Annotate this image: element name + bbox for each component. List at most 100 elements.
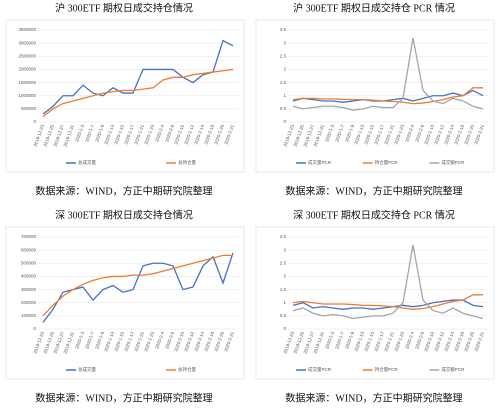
x-tick-label: 2020-1-15 xyxy=(113,331,125,352)
x-tick-label: 2020-1-9 xyxy=(94,331,105,350)
x-tick-label: 2020-2-10 xyxy=(173,124,185,145)
x-tick-label: 2020-2-6 xyxy=(414,331,425,350)
x-tick-label: 2020-2-6 xyxy=(414,124,425,143)
y-tick-label: 2 xyxy=(283,274,286,279)
series-line xyxy=(42,68,234,118)
x-tick-label: 2020-2-18 xyxy=(453,331,465,352)
x-tick-label: 2020-2-12 xyxy=(183,124,195,145)
x-tick-label: 2020-1-13 xyxy=(103,124,115,145)
panel-title: 深 300ETF 期权日成交持仓 PCR 情况 xyxy=(293,208,455,221)
y-tick-label: 3000000 xyxy=(18,40,36,45)
chart-frame xyxy=(255,19,495,173)
legend-label: 总持仓量 xyxy=(178,366,196,373)
source-note: 数据来源：WIND，方正中期研究院整理 xyxy=(35,184,212,197)
series-line xyxy=(42,254,233,317)
x-tick-label: 2020-2-20 xyxy=(463,331,475,352)
x-tick-label: 2020-1-17 xyxy=(373,124,385,145)
x-tick-label: 2020-2-21 xyxy=(473,124,485,145)
x-tick-label: 2020-2-18 xyxy=(453,124,465,145)
y-tick-label: 2.5 xyxy=(280,53,287,58)
legend-label: 成交额PCR xyxy=(441,159,465,166)
x-tick-label: 2020-2-20 xyxy=(463,124,475,145)
y-tick-label: 500000 xyxy=(21,260,37,265)
x-tick-label: 2020-1-23 xyxy=(393,124,405,145)
x-tick-label: 2020-1-21 xyxy=(383,124,395,145)
y-tick-label: 700000 xyxy=(21,234,37,239)
legend-label: 持仓量PCR xyxy=(375,366,399,373)
x-tick-label: 2020-1-17 xyxy=(373,331,385,352)
x-tick-label: 2020-2-21 xyxy=(223,331,235,352)
source-note: 数据来源：WIND，方正中期研究院整理 xyxy=(35,391,212,404)
y-tick-label: 3.5 xyxy=(280,27,287,32)
y-tick-label: 600000 xyxy=(21,247,37,252)
panel-title: 沪 300ETF 期权日成交持仓 PCR 情况 xyxy=(293,1,455,14)
series-line xyxy=(292,89,484,103)
y-tick-label: 0.5 xyxy=(280,106,287,111)
x-tick-label: 2020-1-7 xyxy=(84,331,95,350)
x-tick-label: 2020-2-4 xyxy=(404,124,415,143)
y-tick-label: 1 xyxy=(283,93,286,98)
y-tick-label: 0.5 xyxy=(280,313,287,318)
x-tick-label: 2020-1-9 xyxy=(344,331,355,350)
legend-label: 成交量PCR xyxy=(308,159,332,166)
y-tick-label: 2500000 xyxy=(18,53,36,58)
x-tick-label: 2020-1-15 xyxy=(363,124,375,145)
chart-frame xyxy=(255,226,495,380)
x-tick-label: 2020-1-17 xyxy=(123,124,135,145)
x-tick-label: 2020-2-14 xyxy=(193,124,205,145)
x-tick-label: 2020-2-18 xyxy=(203,124,215,145)
y-tick-label: 3 xyxy=(283,247,286,252)
x-tick-label: 2020-2-4 xyxy=(154,331,165,350)
x-tick-label: 2020-2-20 xyxy=(213,124,225,145)
x-tick-label: 2020-1-17 xyxy=(123,331,135,352)
x-tick-label: 2020-2-21 xyxy=(223,124,235,145)
legend-label: 总成交量 xyxy=(78,366,96,373)
x-tick-label: 2020-1-9 xyxy=(94,124,105,143)
y-tick-label: 400000 xyxy=(21,274,37,279)
x-tick-label: 2020-1-13 xyxy=(103,331,115,352)
x-tick-label: 2020-2-10 xyxy=(423,124,435,145)
y-tick-label: 1 xyxy=(283,300,286,305)
legend-label: 总持仓量 xyxy=(178,159,196,166)
x-tick-label: 2020-1-21 xyxy=(383,331,395,352)
x-tick-label: 2020-1-7 xyxy=(84,124,95,143)
x-tick-label: 2020-2-10 xyxy=(173,331,185,352)
series-line xyxy=(292,294,483,310)
y-tick-label: 1000000 xyxy=(18,93,36,98)
x-tick-label: 2020-1-3 xyxy=(324,124,335,143)
x-tick-label: 2020-2-14 xyxy=(443,124,455,145)
x-tick-label: 2020-1-15 xyxy=(113,124,125,145)
x-tick-label: 2020-2-10 xyxy=(423,331,435,352)
y-tick-label: 100000 xyxy=(21,313,37,318)
x-tick-label: 2020-2-4 xyxy=(404,331,415,350)
source-note: 数据来源：WIND，方正中期研究院整理 xyxy=(285,391,462,404)
series-line xyxy=(42,39,234,115)
x-tick-label: 2020-2-21 xyxy=(473,331,485,352)
x-tick-label: 2020-1-21 xyxy=(133,331,145,352)
x-tick-label: 2020-2-12 xyxy=(433,124,445,145)
panel-title: 深 300ETF 期权日成交持仓情况 xyxy=(55,208,193,221)
x-tick-label: 2020-1-23 xyxy=(393,331,405,352)
panel-title: 沪 300ETF 期权日成交持仓情况 xyxy=(55,1,193,14)
series-line xyxy=(292,87,483,105)
x-tick-label: 2020-1-3 xyxy=(74,124,85,143)
y-tick-label: 2000000 xyxy=(18,67,36,72)
legend-label: 成交量PCR xyxy=(308,366,332,373)
x-tick-label: 2020-2-4 xyxy=(154,124,165,143)
chart-frame xyxy=(5,226,245,380)
y-tick-label: 0 xyxy=(283,326,286,331)
y-tick-label: 1.5 xyxy=(280,287,287,292)
y-tick-label: 2 xyxy=(283,67,286,72)
x-tick-label: 2020-1-3 xyxy=(74,331,85,350)
x-tick-label: 2020-1-3 xyxy=(324,331,335,350)
chart-frame xyxy=(5,19,245,173)
y-tick-label: 1.5 xyxy=(280,80,287,85)
x-tick-label: 2020-2-14 xyxy=(193,331,205,352)
series-line xyxy=(292,299,484,310)
x-tick-label: 2020-1-9 xyxy=(344,124,355,143)
legend-label: 成交额PCR xyxy=(441,366,465,373)
y-tick-label: 0 xyxy=(33,119,36,124)
y-tick-label: 0 xyxy=(33,326,36,331)
y-tick-label: 3 xyxy=(283,40,286,45)
